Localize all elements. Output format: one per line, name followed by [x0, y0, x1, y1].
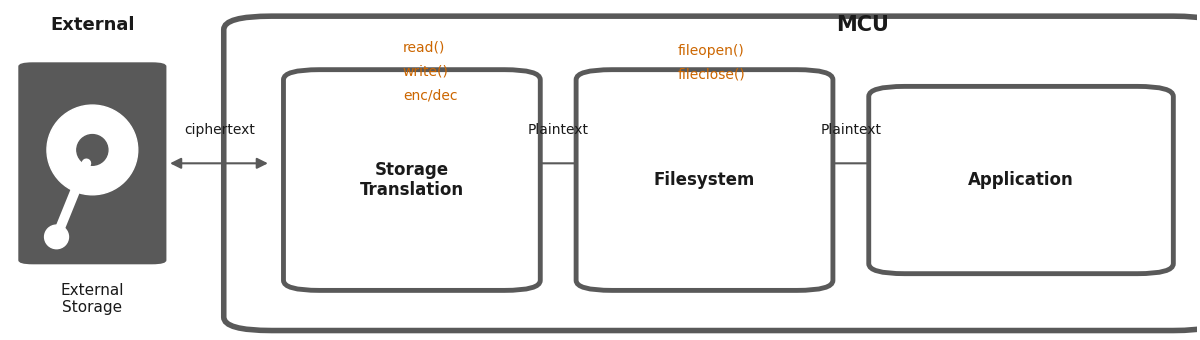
Text: External
Storage: External Storage — [61, 283, 124, 316]
FancyBboxPatch shape — [869, 86, 1174, 274]
Ellipse shape — [44, 225, 68, 249]
Text: External: External — [50, 16, 134, 34]
Text: Filesystem: Filesystem — [654, 171, 755, 189]
Ellipse shape — [77, 135, 108, 165]
Ellipse shape — [47, 105, 138, 195]
Text: MCU: MCU — [836, 15, 889, 35]
FancyBboxPatch shape — [576, 70, 833, 290]
Text: ciphertext: ciphertext — [185, 122, 256, 137]
Text: Application: Application — [968, 171, 1074, 189]
FancyBboxPatch shape — [223, 16, 1200, 330]
Text: read()
write()
enc/dec: read() write() enc/dec — [403, 40, 457, 102]
Text: Plaintext: Plaintext — [528, 122, 589, 137]
FancyBboxPatch shape — [283, 70, 540, 290]
Text: fileopen()
fileclose(): fileopen() fileclose() — [678, 44, 745, 82]
Text: Plaintext: Plaintext — [821, 122, 881, 137]
FancyBboxPatch shape — [18, 62, 167, 264]
Text: Storage
Translation: Storage Translation — [360, 160, 464, 200]
